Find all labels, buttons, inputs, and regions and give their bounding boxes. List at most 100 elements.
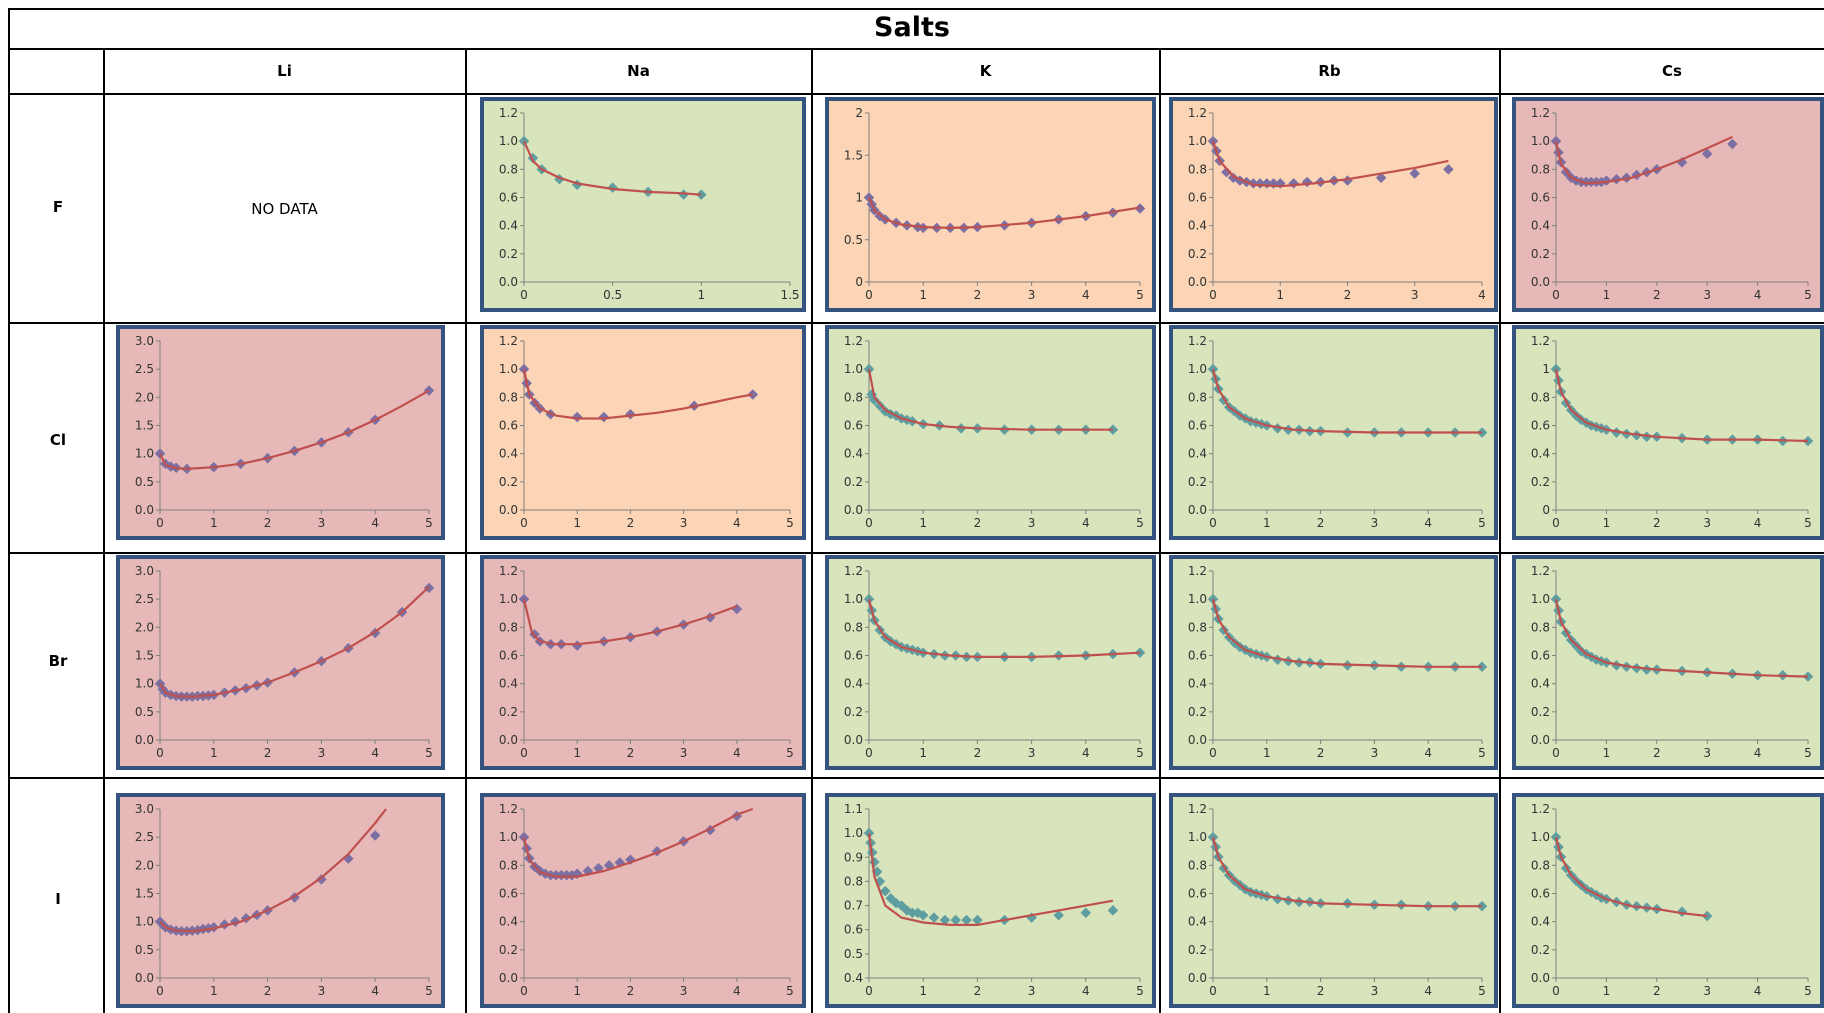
x-tick-label: 0 (520, 516, 528, 530)
y-tick-label: 1.2 (1188, 334, 1207, 348)
x-tick-label: 4 (1082, 984, 1090, 998)
y-tick-label: 0.8 (1531, 858, 1550, 872)
chart-svg: 0.0 0.2 0.4 0.6 0.8 1.0 1.2 0 1 2 3 4 5 (1188, 564, 1488, 760)
chart-svg: 0.0 0.5 1.0 1.5 2.0 2.5 3.0 0 1 2 3 4 5 (135, 334, 435, 530)
y-tick-label: 0.0 (135, 971, 154, 985)
y-tick-label: 2.0 (135, 620, 154, 634)
chart-k-f: 0 0.5 1 1.5 2 0 1 2 3 4 5 (825, 97, 1156, 312)
x-tick-label: 0 (1552, 288, 1560, 302)
chart-svg: 0.0 0.2 0.4 0.6 0.8 1.0 1.2 0 0.5 1 1.5 (499, 106, 800, 302)
data-point (607, 182, 619, 193)
y-tick-label: 0.4 (499, 447, 518, 461)
data-point (1207, 135, 1219, 147)
data-point (1802, 671, 1814, 682)
y-tick-label: 1.0 (844, 362, 863, 376)
x-tick-label: 5 (1478, 746, 1486, 760)
x-tick-label: 0 (1209, 288, 1217, 302)
y-tick-label: 0.4 (1188, 219, 1207, 233)
data-point (1727, 138, 1738, 150)
fit-line (867, 197, 1141, 230)
y-tick-label: 1.0 (1531, 830, 1550, 844)
y-tick-label: 0.6 (844, 649, 863, 663)
y-tick-label: 0.4 (499, 677, 518, 691)
x-tick-label: 1 (1603, 984, 1611, 998)
y-tick-label: 0.5 (135, 943, 154, 957)
chart-na-f: 0.0 0.2 0.4 0.6 0.8 1.0 1.2 0 0.5 1 1.5 (480, 97, 806, 312)
y-tick-label: 0.2 (499, 705, 518, 719)
data-point (917, 909, 929, 921)
x-tick-label: 3 (1371, 746, 1379, 760)
y-tick-label: 1.0 (499, 830, 518, 844)
grid-line (1159, 48, 1161, 1013)
y-tick-label: 1.0 (844, 826, 863, 840)
y-tick-label: 0.5 (135, 705, 154, 719)
fit-line (159, 808, 387, 933)
y-tick-label: 1.2 (499, 106, 518, 120)
x-tick-label: 0 (156, 746, 164, 760)
x-tick-label: 0 (865, 516, 873, 530)
y-tick-label: 1.2 (499, 802, 518, 816)
y-tick-label: 0.5 (844, 233, 863, 247)
x-tick-label: 1 (210, 984, 218, 998)
y-tick-label: 0.4 (1188, 915, 1207, 929)
data-point (1443, 163, 1454, 175)
chart-svg: 0.0 0.2 0.4 0.6 0.8 1.0 1.2 0 1 2 3 4 5 (1531, 802, 1812, 998)
x-tick-label: 1.5 (780, 288, 799, 302)
y-tick-label: 0.0 (1188, 733, 1207, 747)
grid-line (8, 322, 1824, 324)
x-tick-label: 3 (1411, 288, 1419, 302)
data-point (695, 189, 707, 201)
chart-k-br: 0.0 0.2 0.4 0.6 0.8 1.0 1.2 0 1 2 3 4 5 (825, 555, 1156, 770)
grid-line (8, 48, 1824, 50)
x-tick-label: 0 (156, 516, 164, 530)
y-tick-label: 0.2 (844, 475, 863, 489)
grid-line (8, 8, 1824, 10)
y-tick-label: 0.8 (844, 874, 863, 888)
x-tick-label: 5 (425, 746, 433, 760)
x-tick-label: 5 (1136, 516, 1144, 530)
no-data-label: NO DATA (251, 200, 318, 218)
x-tick-label: 4 (1424, 746, 1432, 760)
y-tick-label: 0.6 (1531, 419, 1550, 433)
x-tick-label: 3 (1028, 516, 1036, 530)
x-tick-label: 0.5 (603, 288, 622, 302)
x-tick-label: 2 (1317, 746, 1325, 760)
x-tick-label: 2 (1653, 288, 1661, 302)
chart-cs-f: 0.0 0.2 0.4 0.6 0.8 1.0 1.2 0 1 2 3 4 5 (1512, 97, 1824, 312)
row-header-f: F (52, 198, 64, 216)
y-tick-label: 2.5 (135, 830, 154, 844)
x-tick-label: 5 (1478, 984, 1486, 998)
column-header-rb: Rb (1318, 62, 1341, 80)
y-tick-label: 1 (1542, 362, 1550, 376)
x-tick-label: 0 (1552, 746, 1560, 760)
grid-line (465, 48, 467, 1013)
y-tick-label: 0.0 (844, 503, 863, 517)
y-tick-label: 1.2 (1531, 334, 1550, 348)
x-tick-label: 3 (318, 516, 326, 530)
y-tick-label: 1.0 (1188, 362, 1207, 376)
x-tick-label: 4 (733, 746, 741, 760)
y-tick-label: 1.5 (135, 887, 154, 901)
y-tick-label: 0.8 (1531, 620, 1550, 634)
y-tick-label: 0.2 (1188, 247, 1207, 261)
x-tick-label: 2 (1317, 516, 1325, 530)
x-tick-label: 1 (210, 746, 218, 760)
y-tick-label: 1.2 (844, 334, 863, 348)
y-tick-label: 0.8 (499, 390, 518, 404)
column-header-cs: Cs (1662, 62, 1682, 80)
x-tick-label: 4 (733, 984, 741, 998)
x-tick-label: 3 (1703, 984, 1711, 998)
y-tick-label: 0.6 (1531, 649, 1550, 663)
data-point (614, 857, 626, 868)
data-point (874, 400, 886, 412)
grid-line (8, 93, 1824, 95)
y-tick-label: 0.8 (1188, 162, 1207, 176)
x-tick-label: 3 (1028, 984, 1036, 998)
data-point (1080, 907, 1092, 919)
x-tick-label: 2 (264, 984, 272, 998)
fit-line (1554, 135, 1733, 185)
y-tick-label: 0.6 (499, 419, 518, 433)
data-point (1274, 178, 1286, 189)
y-tick-label: 0.8 (844, 620, 863, 634)
